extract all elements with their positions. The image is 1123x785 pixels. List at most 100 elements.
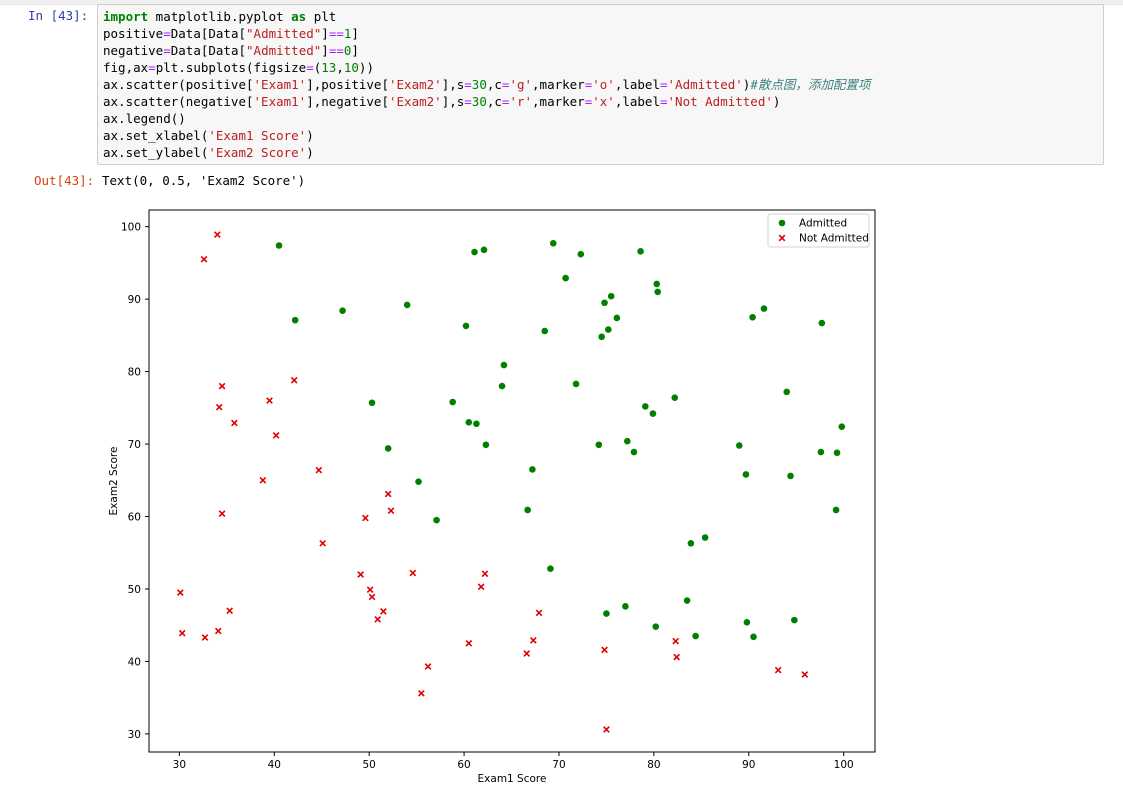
- code-token: ax.scatter(negative[: [103, 94, 254, 109]
- code-token: ]: [321, 43, 329, 58]
- admitted-point: [687, 540, 695, 547]
- code-line: positive=Data[Data["Admitted"]==1]: [103, 25, 870, 42]
- code-token: positive: [103, 26, 164, 41]
- admitted-point: [750, 633, 757, 641]
- legend-admitted-marker: [778, 219, 786, 227]
- x-axis-label: Exam1 Score: [478, 773, 547, 785]
- admitted-point: [547, 565, 554, 572]
- admitted-point: [403, 301, 411, 309]
- admitted-point: [433, 516, 440, 524]
- not-admitted-point: [380, 608, 387, 615]
- not-admitted-point: [218, 510, 226, 517]
- code-editor[interactable]: import matplotlib.pyplot as plt positive=…: [103, 8, 870, 161]
- code-token: 'Exam2 Score': [208, 145, 307, 160]
- x-tick-label: 70: [552, 759, 565, 771]
- code-token: 10: [343, 60, 359, 75]
- admitted-point: [742, 471, 750, 478]
- code-token: "Admitted": [246, 43, 322, 58]
- output-text: Text(0, 0.5, 'Exam2 Score'): [102, 173, 306, 188]
- not-admitted-point: [315, 466, 323, 474]
- admitted-point: [671, 394, 679, 401]
- not-admitted-point: [272, 431, 280, 439]
- admitted-point: [498, 382, 506, 390]
- code-token: 13: [321, 60, 337, 75]
- code-line: ax.legend(): [103, 110, 870, 127]
- code-token: ): [306, 145, 314, 160]
- code-token: plt.subplots(figsize: [155, 60, 307, 75]
- admitted-point: [549, 240, 557, 247]
- code-token: as: [291, 9, 307, 24]
- admitted-point: [595, 441, 603, 449]
- y-tick-label: 90: [128, 294, 141, 306]
- admitted-point: [683, 597, 691, 604]
- x-tick-label: 100: [834, 759, 854, 771]
- code-token: negative: [103, 43, 164, 58]
- code-token: 30: [471, 77, 487, 92]
- code-token: 'Exam1': [253, 94, 307, 109]
- y-tick-label: 30: [128, 729, 141, 741]
- not-admitted-point: [774, 666, 782, 674]
- not-admitted-point: [477, 583, 485, 591]
- admitted-point: [562, 274, 569, 282]
- code-token: (: [313, 60, 322, 75]
- code-token: =: [659, 77, 668, 92]
- x-tick-label: 90: [742, 759, 755, 771]
- x-tick-label: 30: [173, 759, 186, 771]
- admitted-point: [577, 250, 585, 258]
- not-admitted-point: [266, 397, 273, 404]
- code-token: ): [772, 94, 781, 109]
- admitted-point: [601, 299, 608, 307]
- code-token: ],negative[: [306, 94, 389, 109]
- admitted-point: [482, 441, 490, 449]
- code-token: ],s: [441, 77, 465, 92]
- code-token: 'g': [509, 77, 533, 92]
- not-admitted-point: [384, 490, 392, 498]
- admitted-point: [500, 361, 508, 369]
- code-line: ax.set_xlabel('Exam1 Score'): [103, 127, 870, 144]
- code-token: ,marker: [532, 77, 585, 92]
- code-token: ax.legend(): [103, 111, 186, 126]
- not-admitted-point: [231, 419, 238, 427]
- admitted-point: [603, 610, 610, 617]
- not-admitted-point: [357, 571, 364, 578]
- x-tick-label: 60: [457, 759, 470, 771]
- admitted-point: [624, 437, 631, 445]
- code-token: ==: [328, 43, 344, 58]
- code-token: ): [742, 77, 751, 92]
- admitted-point: [529, 466, 536, 473]
- code-line: negative=Data[Data["Admitted"]==0]: [103, 42, 870, 59]
- code-token: =: [163, 26, 171, 41]
- not-admitted-point: [374, 616, 382, 623]
- code-token: Data[Data[: [170, 43, 247, 58]
- not-admitted-point: [673, 653, 681, 661]
- code-token: 'Exam1': [253, 77, 307, 92]
- not-admitted-point: [176, 589, 184, 596]
- code-token: ]: [351, 43, 359, 58]
- not-admitted-point: [409, 569, 417, 577]
- not-admitted-point: [368, 593, 376, 601]
- code-token: 'Not Admitted': [667, 94, 773, 109]
- y-axis-label: Exam2 Score: [108, 447, 120, 516]
- not-admitted-point: [201, 634, 209, 641]
- code-token: 'r': [509, 94, 533, 109]
- code-token: ],s: [441, 94, 465, 109]
- x-tick-label: 50: [362, 759, 375, 771]
- admitted-point: [654, 288, 661, 296]
- not-admitted-point: [178, 629, 186, 637]
- admitted-point: [692, 632, 699, 640]
- legend-label-not-admitted: Not Admitted: [799, 233, 869, 245]
- admitted-point: [524, 506, 531, 514]
- admitted-point: [832, 506, 840, 514]
- code-token: =: [501, 77, 510, 92]
- admitted-point: [649, 410, 657, 417]
- admitted-point: [339, 307, 346, 315]
- admitted-point: [701, 534, 709, 541]
- admitted-point: [783, 388, 791, 396]
- admitted-point: [465, 419, 473, 426]
- y-tick-label: 50: [128, 584, 141, 596]
- x-tick-label: 40: [268, 759, 281, 771]
- code-cell-input[interactable]: import matplotlib.pyplot as plt positive=…: [97, 4, 1104, 165]
- not-admitted-point: [603, 726, 610, 733]
- code-token: "Admitted": [246, 26, 322, 41]
